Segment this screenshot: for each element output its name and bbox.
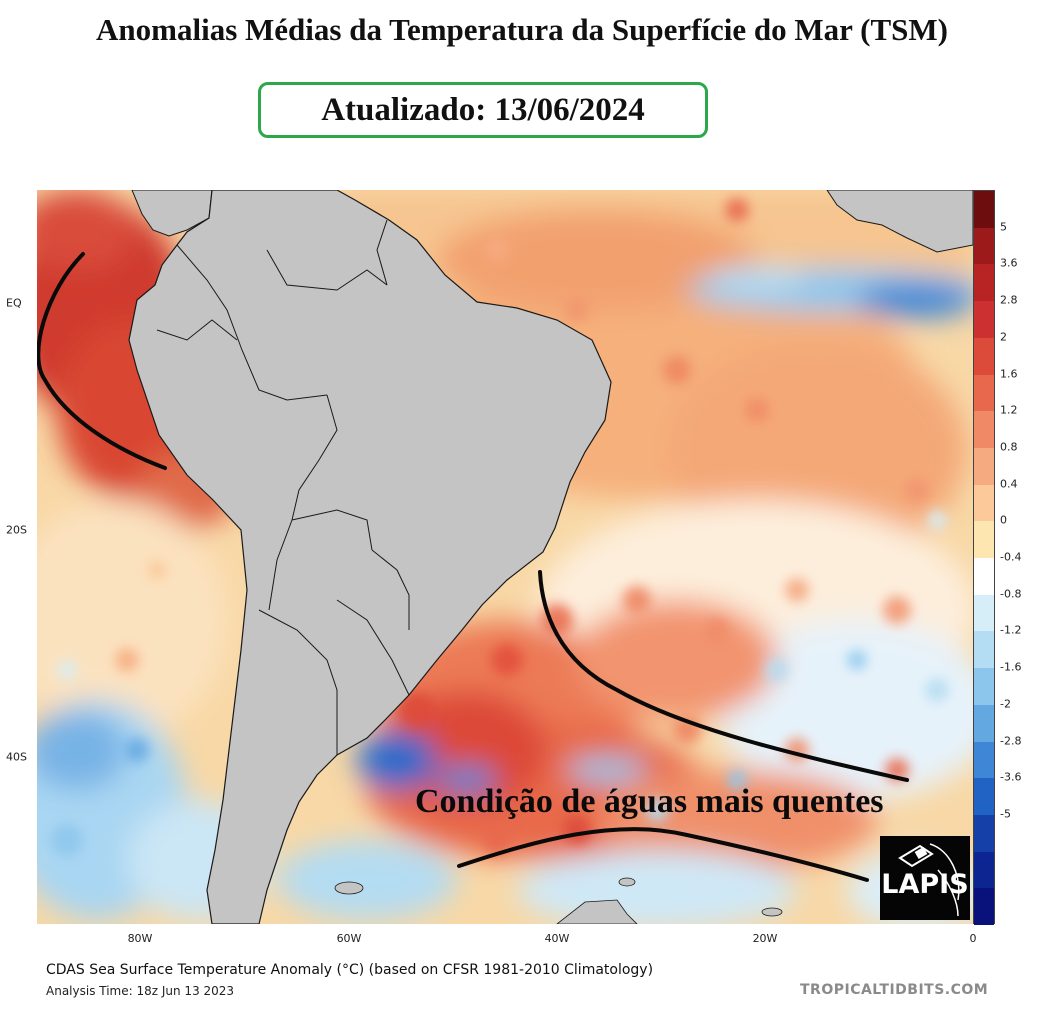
colorbar-segment xyxy=(974,521,994,559)
lat-label-eq: EQ xyxy=(6,296,22,310)
logo-text: LAPIS xyxy=(881,869,969,900)
lon-label-60w: 60W xyxy=(336,932,362,945)
colorbar-segment xyxy=(974,264,994,302)
colorbar-segment xyxy=(974,668,994,706)
colorbar-segment xyxy=(974,888,994,926)
lapis-logo: LAPIS xyxy=(880,836,970,920)
colorbar-label: 1.2 xyxy=(1000,403,1018,417)
colorbar-segment xyxy=(974,191,994,229)
colorbar-label: 0.4 xyxy=(1000,477,1018,491)
page-title: Anomalias Médias da Temperatura da Super… xyxy=(96,12,948,47)
colorbar-label: 0 xyxy=(1000,513,1007,527)
colorbar-label: 3.6 xyxy=(1000,256,1018,270)
anomaly-texture xyxy=(51,198,949,856)
colorbar-label: 5 xyxy=(1000,220,1007,234)
colorbar-label: -0.8 xyxy=(1000,587,1022,601)
pacific-warm-curve xyxy=(37,252,167,470)
colorbar-segment xyxy=(974,814,994,853)
colorbar-segment xyxy=(974,374,994,412)
colorbar-segment xyxy=(974,631,994,669)
colorbar-segment xyxy=(974,337,994,375)
colorbar-label: 2.8 xyxy=(1000,293,1018,307)
lon-label-0: 0 xyxy=(969,932,977,945)
colorbar-segment xyxy=(974,741,994,779)
colorbar xyxy=(973,190,995,926)
colorbar-segment xyxy=(974,778,994,816)
colorbar-label: -3.6 xyxy=(1000,770,1022,784)
colorbar-label: 0.8 xyxy=(1000,440,1018,454)
lon-label-80w: 80W xyxy=(127,932,153,945)
colorbar-label: -1.6 xyxy=(1000,660,1022,674)
islands xyxy=(334,877,783,924)
satellite-icon xyxy=(898,843,960,917)
colorbar-segment xyxy=(974,447,994,486)
colorbar-label: -2.8 xyxy=(1000,734,1022,747)
colorbar-label: 2 xyxy=(1000,330,1007,344)
colorbar-segment xyxy=(974,558,994,596)
colorbar-label: -0.4 xyxy=(1000,550,1022,564)
colorbar-segment xyxy=(974,704,994,742)
africa-land xyxy=(826,190,973,253)
colorbar-segment xyxy=(974,484,994,522)
lat-label-20s: 20S xyxy=(6,523,27,537)
country-borders xyxy=(156,219,410,755)
south-america-land xyxy=(128,190,612,924)
lon-label-40w: 40W xyxy=(544,932,570,945)
colorbar-label: -2 xyxy=(1000,697,1011,711)
analysis-time: Analysis Time: 18z Jun 13 2023 xyxy=(46,984,235,998)
south-atlantic-curve xyxy=(457,827,869,882)
colorbar-segment xyxy=(974,411,994,449)
source-credit: TROPICALTIDBITS.COM xyxy=(800,982,989,998)
colorbar-label: 1.6 xyxy=(1000,367,1018,380)
colorbar-label: -5 xyxy=(1000,807,1011,821)
updated-date-text: Atualizado: 13/06/2024 xyxy=(321,91,645,128)
warm-water-annotation: Condição de águas mais quentes xyxy=(415,783,884,820)
colorbar-segment xyxy=(974,227,994,265)
sst-anomaly-map xyxy=(37,190,973,924)
colorbar-segment xyxy=(974,301,994,339)
lon-label-20w: 20W xyxy=(752,932,778,945)
lat-label-40s: 40S xyxy=(6,750,27,764)
colorbar-label: -1.2 xyxy=(1000,623,1022,637)
colorbar-segment xyxy=(974,594,994,632)
map-caption: CDAS Sea Surface Temperature Anomaly (°C… xyxy=(46,962,654,978)
updated-date-box: Atualizado: 13/06/2024 xyxy=(258,82,708,138)
colorbar-segment xyxy=(974,851,994,889)
annotation-curves xyxy=(37,252,909,882)
brazil-current-curve xyxy=(538,570,909,782)
